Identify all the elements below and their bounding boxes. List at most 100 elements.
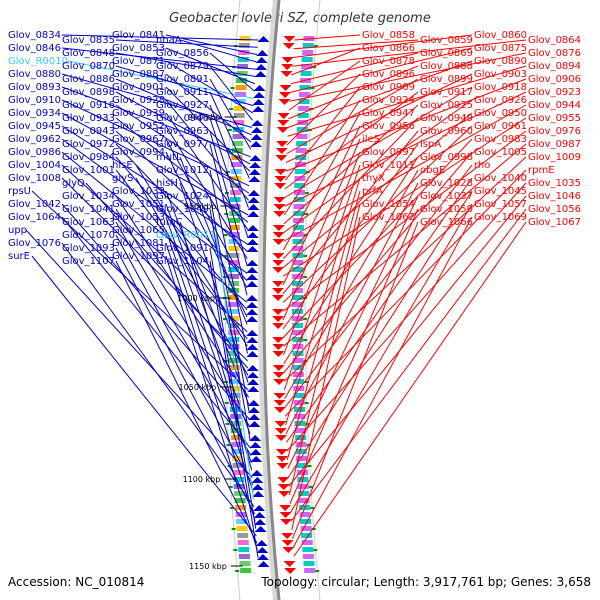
category-block-forward: [228, 351, 240, 356]
outer-track-mark: [229, 108, 234, 110]
gene-connector: [293, 221, 527, 557]
gene-connector: [283, 151, 473, 373]
forward-gene-arrow: [252, 106, 265, 112]
category-block-reverse: [299, 92, 311, 97]
gene-connector: [209, 260, 259, 558]
category-block-reverse: [293, 407, 305, 412]
forward-gene-arrow: [246, 365, 259, 371]
gene-connector: [115, 247, 256, 515]
reverse-gene-arrow: [274, 428, 287, 434]
inner-track-mark: [307, 465, 312, 467]
scale-ticks: 900 kbp 950 kbp 1000 kbp 1050 kbp 1100 kbp 11…: [177, 113, 243, 571]
gene-connector: [283, 104, 419, 225]
category-block-forward: [233, 477, 245, 482]
gene-label: obgE: [420, 165, 445, 176]
reverse-gene-arrow: [282, 43, 295, 49]
gene-label: glyS: [112, 173, 133, 184]
category-block-reverse: [293, 204, 305, 209]
scale-label: 1100 kbp: [183, 475, 221, 484]
inner-track-mark: [304, 381, 309, 383]
category-block-reverse: [293, 211, 305, 216]
gene-label: Glov_1053: [112, 212, 165, 223]
gene-label: Glov_0841: [112, 30, 165, 41]
forward-gene-arrow: [246, 344, 259, 350]
gene-label: Glov_0986: [8, 147, 61, 158]
forward-gene-arrow: [247, 204, 260, 210]
forward-gene-arrow: [249, 449, 262, 455]
gene-label: Glov_0998: [420, 152, 473, 163]
gene-label: Glov_0848: [62, 48, 115, 59]
gene-label: Glov_0933: [62, 113, 115, 124]
category-block-reverse: [298, 491, 310, 496]
category-block-reverse: [294, 183, 306, 188]
gene-label: Glov_0943: [62, 126, 115, 137]
forward-gene-arrow: [250, 127, 263, 133]
category-block-reverse: [302, 547, 314, 552]
gene-connector: [288, 203, 361, 496]
gene-connector: [283, 143, 527, 347]
gene-label: Glov_0896: [362, 69, 415, 80]
forward-gene-arrow: [251, 477, 264, 483]
gene-label: Glov_0888: [420, 61, 473, 72]
reverse-gene-arrow: [281, 533, 294, 539]
inner-track-mark: [311, 528, 316, 530]
forward-gene-arrow: [246, 281, 259, 287]
outer-track-mark: [223, 318, 228, 320]
forward-gene-arrow: [252, 491, 265, 497]
forward-gene-arrow: [250, 134, 263, 140]
category-block-reverse: [301, 64, 313, 69]
gene-label: Glov_0924: [362, 95, 415, 106]
category-block-reverse: [298, 99, 310, 104]
gene-label: Glov_1069: [474, 212, 527, 223]
gene-label: Glov_R0010: [8, 56, 68, 67]
category-block-reverse: [301, 57, 313, 62]
reverse-gene-arrow: [281, 540, 294, 546]
outer-track-mark: [230, 87, 235, 89]
category-block-forward: [228, 330, 240, 335]
gene-label: Glov_1042: [8, 199, 61, 210]
category-block-reverse: [295, 148, 307, 153]
reverse-gene-arrow: [272, 225, 285, 231]
outer-track-mark: [230, 507, 235, 509]
forward-gene-arrow: [247, 211, 260, 217]
gene-label: ileS: [362, 134, 380, 145]
category-block-reverse: [303, 561, 315, 566]
category-block-reverse: [294, 428, 306, 433]
forward-gene-arrow: [247, 197, 260, 203]
gene-connector: [282, 112, 361, 251]
reverse-gene-arrow: [274, 169, 287, 175]
gene-label: Glov_0918: [474, 82, 527, 93]
gene-label: Glov_1091: [156, 243, 209, 254]
category-block-reverse: [292, 246, 304, 251]
gene-label: Glov_0858: [362, 30, 415, 41]
gene-label: Glov_1066: [420, 217, 473, 228]
gene-label: Glov_0947: [362, 108, 415, 119]
category-block-forward: [231, 155, 243, 160]
gene-connector: [285, 177, 361, 426]
reverse-gene-arrow: [275, 449, 288, 455]
category-block-forward: [231, 449, 243, 454]
gene-label: Glov_0917: [420, 87, 473, 98]
gene-label: Glov_0956: [362, 121, 415, 132]
inner-track-mark: [308, 486, 313, 488]
category-block-reverse: [292, 239, 304, 244]
reverse-gene-arrow: [272, 267, 285, 273]
forward-gene-arrow: [246, 309, 259, 315]
reverse-gene-arrow: [281, 64, 294, 70]
category-block-forward: [233, 120, 245, 125]
gene-connector: [284, 164, 473, 408]
category-block-reverse: [293, 393, 305, 398]
category-block-forward: [236, 526, 248, 531]
scale-label: 1000 kbp: [177, 294, 215, 303]
category-block-reverse: [293, 386, 305, 391]
gene-label: nhaA: [156, 35, 182, 46]
forward-gene-arrow: [256, 50, 269, 56]
reverse-gene-arrow: [276, 141, 289, 147]
forward-gene-arrow: [248, 414, 261, 420]
gene-connector: [165, 60, 254, 114]
category-block-reverse: [292, 232, 304, 237]
forward-gene-arrow: [253, 85, 266, 91]
gene-label: Glov_0893: [8, 82, 61, 93]
category-block-forward: [232, 456, 244, 461]
